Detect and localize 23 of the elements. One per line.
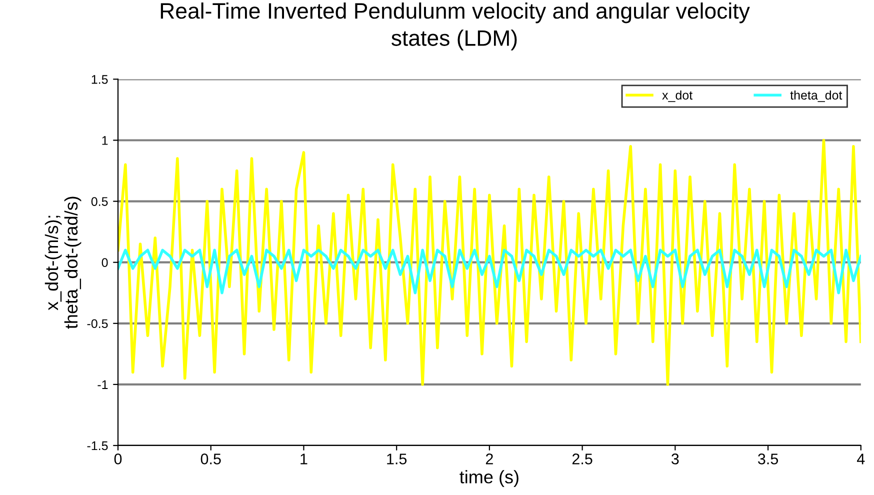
x-axis-title: time (s): [460, 470, 518, 487]
x-tick-label: 1: [300, 454, 308, 464]
x-tick-label: 1.5: [387, 454, 407, 464]
x-tick-label: 2.5: [572, 454, 592, 464]
y-tick-label: -1: [98, 380, 108, 389]
x-tick-label: 2: [486, 454, 493, 464]
legend-label: x_dot: [662, 90, 692, 102]
line-series: [118, 248, 861, 294]
x-tick-label: 4: [856, 454, 865, 464]
x-tick-label: 0.5: [200, 454, 221, 464]
y-tick-label: -0.5: [87, 319, 108, 328]
x-tick-label: 3.5: [758, 454, 778, 464]
line-series: [118, 138, 861, 386]
legend-label: theta_dot: [790, 90, 842, 102]
y-tick-label: 0.5: [91, 197, 108, 206]
y-tick-label: 0: [102, 258, 108, 267]
x-tick-label: 0: [114, 454, 122, 464]
y-tick-label: -1.5: [87, 441, 108, 450]
y-axis-title: x_dot-(m/s); theta_dot-(rad/s): [44, 196, 82, 329]
x-tick-label: 3: [672, 454, 679, 464]
y-tick-label: 1: [102, 136, 108, 145]
y-tick-label: 1.5: [92, 75, 108, 84]
chart-title: Real-Time Inverted Pendulunm velocity and angular velocity states (LDM): [160, 2, 750, 50]
